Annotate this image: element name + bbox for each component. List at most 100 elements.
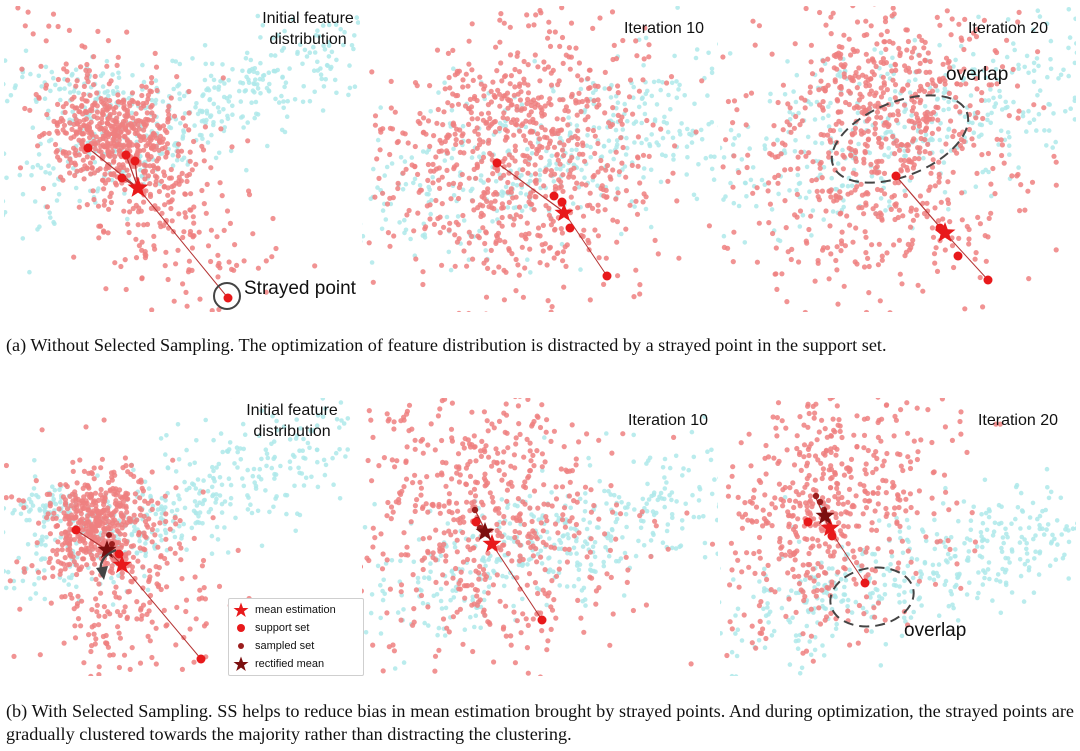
data-point bbox=[383, 217, 389, 222]
data-point bbox=[921, 155, 926, 161]
data-point bbox=[74, 168, 80, 174]
data-point bbox=[227, 220, 233, 226]
data-point bbox=[927, 58, 933, 65]
data-point bbox=[176, 181, 182, 187]
data-point bbox=[258, 35, 263, 40]
data-point bbox=[106, 105, 112, 111]
data-point bbox=[436, 177, 442, 183]
data-point bbox=[842, 243, 848, 249]
data-point bbox=[159, 210, 165, 216]
data-point bbox=[79, 598, 85, 604]
data-point bbox=[739, 157, 745, 162]
data-point bbox=[910, 165, 916, 171]
data-point bbox=[4, 98, 10, 104]
data-point bbox=[1006, 143, 1012, 148]
data-point bbox=[1014, 83, 1021, 89]
data-point bbox=[565, 138, 572, 144]
data-point bbox=[463, 71, 469, 77]
data-point bbox=[135, 100, 141, 106]
data-point bbox=[70, 459, 76, 465]
data-point bbox=[796, 181, 802, 187]
data-point bbox=[265, 143, 270, 149]
data-point bbox=[905, 141, 911, 148]
data-point bbox=[290, 16, 296, 22]
data-point bbox=[119, 570, 125, 576]
data-point bbox=[143, 188, 149, 194]
data-point bbox=[864, 32, 870, 38]
data-point bbox=[826, 154, 832, 160]
data-point bbox=[567, 66, 573, 72]
data-point bbox=[929, 130, 935, 136]
data-point bbox=[646, 42, 652, 48]
data-point bbox=[556, 185, 562, 191]
data-point bbox=[136, 117, 142, 124]
data-point bbox=[913, 77, 918, 82]
data-point bbox=[89, 165, 95, 171]
data-point bbox=[444, 167, 450, 173]
data-point bbox=[1026, 276, 1032, 282]
data-point bbox=[402, 217, 407, 223]
data-point bbox=[531, 97, 537, 103]
data-point bbox=[880, 74, 886, 80]
data-point bbox=[961, 138, 967, 145]
data-point bbox=[837, 211, 843, 217]
data-point bbox=[649, 93, 655, 99]
data-point bbox=[685, 155, 690, 160]
data-point bbox=[506, 246, 512, 252]
data-point bbox=[54, 148, 60, 154]
data-point bbox=[693, 129, 699, 135]
data-point bbox=[453, 141, 459, 148]
data-point bbox=[518, 122, 525, 129]
data-point bbox=[995, 77, 1000, 83]
data-point bbox=[108, 512, 114, 518]
data-point bbox=[175, 83, 180, 89]
data-point bbox=[613, 196, 619, 202]
data-point bbox=[576, 184, 582, 190]
data-point bbox=[57, 87, 62, 92]
data-point bbox=[1053, 159, 1059, 165]
data-point bbox=[787, 109, 792, 115]
data-point bbox=[142, 479, 148, 485]
data-point bbox=[86, 632, 92, 638]
data-point bbox=[1072, 98, 1076, 104]
data-point bbox=[976, 14, 981, 20]
data-point bbox=[959, 217, 965, 223]
data-point bbox=[105, 116, 111, 122]
overlap-ellipse bbox=[830, 94, 970, 184]
data-point bbox=[603, 255, 609, 261]
data-point bbox=[674, 79, 679, 84]
data-point bbox=[219, 193, 225, 199]
data-point bbox=[60, 127, 66, 133]
data-point bbox=[149, 102, 155, 109]
data-point bbox=[238, 457, 244, 462]
data-point bbox=[629, 199, 635, 204]
data-point bbox=[16, 497, 22, 503]
data-point bbox=[674, 95, 680, 101]
data-point bbox=[226, 77, 231, 83]
data-point bbox=[182, 505, 188, 511]
panel-a3 bbox=[720, 6, 1076, 312]
data-point bbox=[866, 263, 872, 270]
data-point bbox=[997, 88, 1002, 94]
data-point bbox=[756, 23, 762, 29]
data-point bbox=[1036, 63, 1041, 69]
data-point bbox=[501, 74, 508, 80]
data-point bbox=[86, 124, 92, 130]
data-point bbox=[750, 18, 756, 24]
data-point bbox=[73, 185, 79, 191]
data-point bbox=[826, 124, 832, 129]
data-point bbox=[121, 537, 127, 543]
data-point bbox=[868, 23, 874, 29]
data-point bbox=[778, 151, 784, 157]
support-point bbox=[557, 197, 567, 207]
data-point bbox=[582, 107, 588, 113]
data-point bbox=[216, 461, 222, 467]
data-point bbox=[415, 210, 421, 216]
data-point bbox=[110, 88, 116, 94]
data-point bbox=[52, 182, 57, 188]
data-point bbox=[159, 504, 164, 509]
data-point bbox=[979, 97, 985, 103]
data-point bbox=[272, 53, 278, 58]
data-point bbox=[285, 98, 291, 104]
data-point bbox=[575, 155, 580, 161]
